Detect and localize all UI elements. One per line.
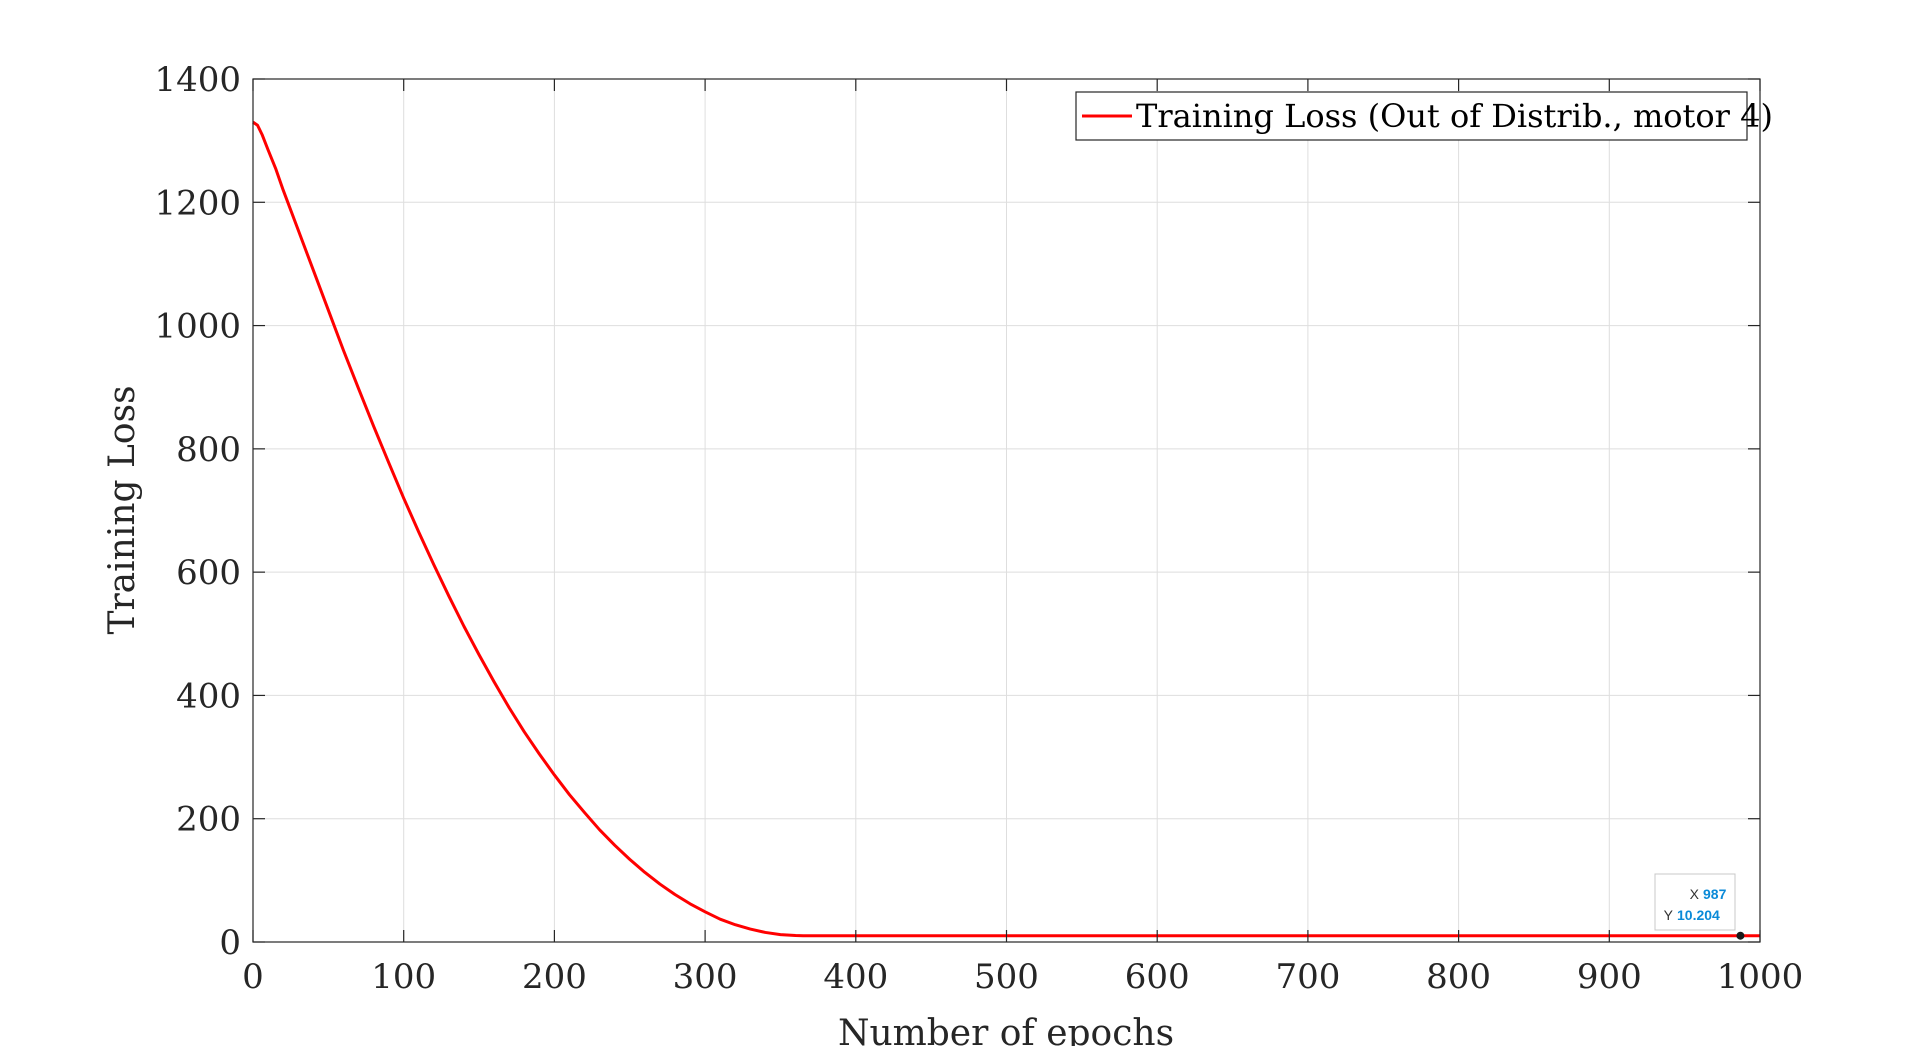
y-tick-label: 0 [219, 923, 241, 963]
y-axis-title: Training Loss [102, 385, 143, 634]
grid-lines [253, 79, 1760, 942]
y-tick-label: 1400 [154, 60, 241, 100]
y-tick-label: 200 [176, 800, 241, 840]
datatip-box [1654, 873, 1736, 931]
y-tick-label: 600 [176, 553, 241, 593]
datatip-y-value: 10.204 [1677, 907, 1720, 923]
y-tick-label: 400 [176, 676, 241, 716]
datatip-x-label: X [1690, 886, 1700, 902]
series-line [252, 120, 1760, 938]
y-tick-label: 800 [176, 430, 241, 470]
x-tick-labels: 0 100 200 300 400 500 600 700 800 900 1000 [242, 957, 1803, 997]
y-tick-label: 1200 [154, 183, 241, 223]
y-tick-label: 1000 [154, 307, 241, 347]
axis-ticks [252, 78, 1761, 943]
legend-box [1075, 91, 1748, 141]
x-tick-label: 800 [1426, 957, 1491, 997]
x-tick-label: 0 [242, 957, 264, 997]
x-tick-label: 900 [1577, 957, 1642, 997]
x-tick-label: 400 [823, 957, 888, 997]
x-tick-label: 100 [371, 957, 436, 997]
x-tick-label: 300 [673, 957, 738, 997]
datatip-y-label: Y [1664, 907, 1674, 923]
x-tick-label: 700 [1275, 957, 1340, 997]
x-tick-label: 200 [522, 957, 587, 997]
x-tick-label: 600 [1125, 957, 1190, 997]
x-tick-label: 1000 [1717, 957, 1804, 997]
legend-label: Training Loss (Out of Distrib., motor 4) [1136, 97, 1773, 135]
x-axis-title: Number of epochs [838, 1013, 1174, 1046]
datatip-marker[interactable] [1736, 931, 1745, 940]
y-tick-labels: 0 200 400 600 800 1000 1200 1400 [154, 60, 241, 963]
legend[interactable]: Training Loss (Out of Distrib., motor 4) [1075, 91, 1773, 141]
x-tick-label: 500 [974, 957, 1039, 997]
datatip-x-value: 987 [1703, 886, 1727, 902]
datatip[interactable]: X 987 Y 10.204 [1654, 873, 1745, 940]
series-curve-group [252, 120, 1760, 938]
